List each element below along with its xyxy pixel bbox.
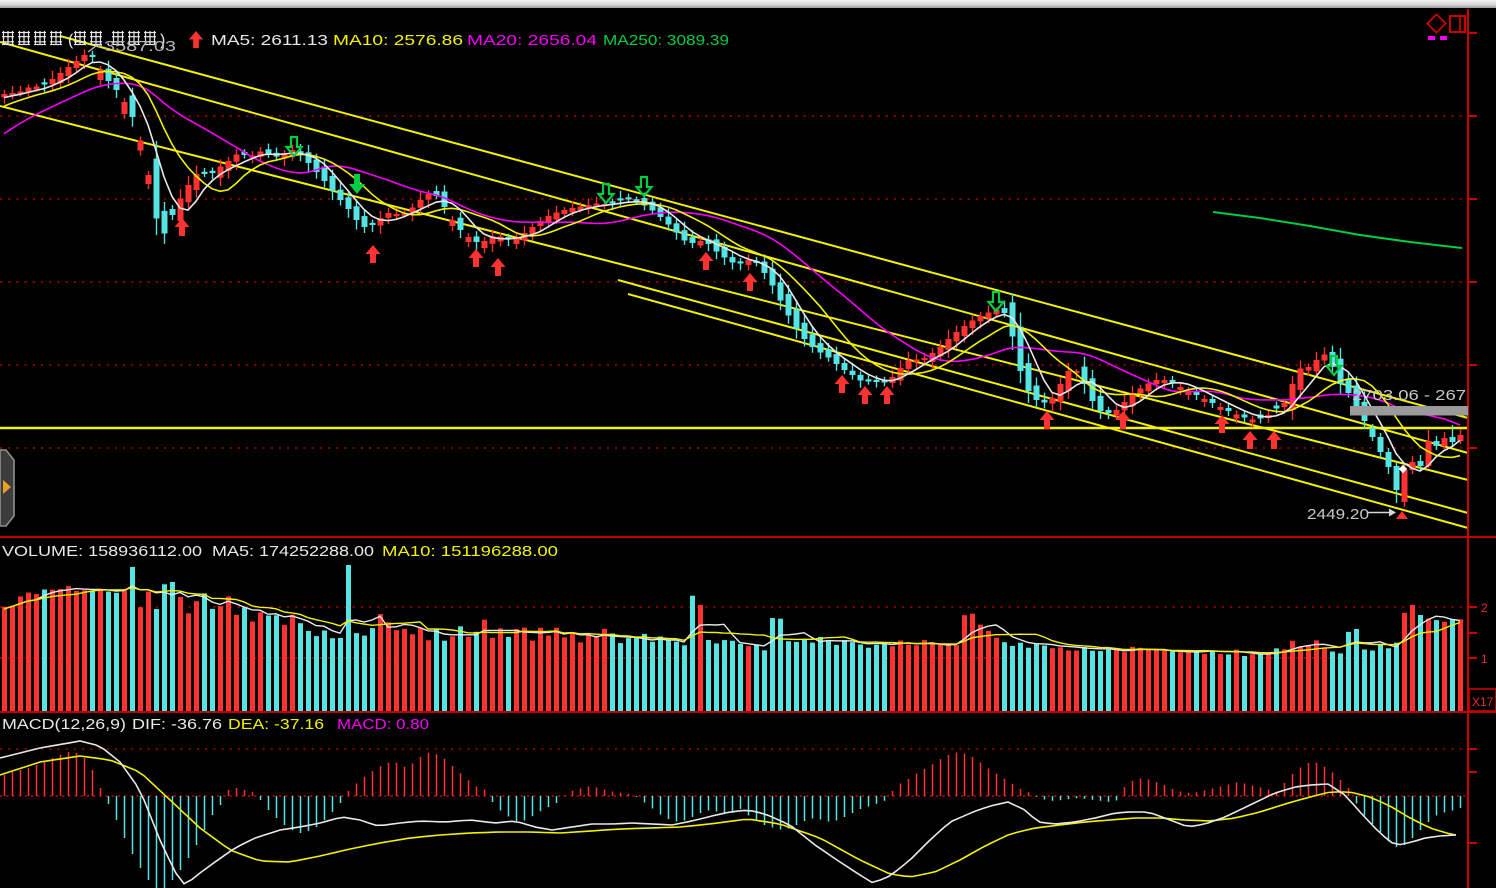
svg-text:2: 2 (1481, 601, 1488, 615)
svg-text:MA5: 2611.13: MA5: 2611.13 (211, 32, 328, 49)
svg-text:2703.06 - 267: 2703.06 - 267 (1352, 387, 1466, 404)
svg-text:VOLUME: 158936112.00: VOLUME: 158936112.00 (2, 543, 202, 560)
svg-text:MA10: 2576.86: MA10: 2576.86 (333, 32, 463, 49)
svg-text:): ) (160, 32, 165, 49)
svg-text:MA5: 174252288.00: MA5: 174252288.00 (212, 543, 374, 560)
svg-text:.: . (106, 32, 110, 49)
svg-text:MACD(12,26,9): MACD(12,26,9) (2, 716, 126, 733)
svg-text:X17: X17 (1472, 695, 1494, 709)
svg-text:MA250: 3089.39: MA250: 3089.39 (603, 32, 729, 49)
svg-text:DEA: -37.16: DEA: -37.16 (228, 716, 324, 733)
svg-text:2449.20: 2449.20 (1307, 506, 1369, 523)
svg-text:MACD: 0.80: MACD: 0.80 (337, 716, 429, 733)
svg-text:MA20: 2656.04: MA20: 2656.04 (467, 32, 597, 49)
svg-text:(: ( (68, 32, 74, 49)
svg-text:MA10: 151196288.00: MA10: 151196288.00 (382, 543, 558, 560)
svg-text:1: 1 (1481, 652, 1488, 666)
svg-text:3587.03: 3587.03 (104, 38, 176, 55)
svg-text:DIF: -36.76: DIF: -36.76 (132, 716, 222, 733)
